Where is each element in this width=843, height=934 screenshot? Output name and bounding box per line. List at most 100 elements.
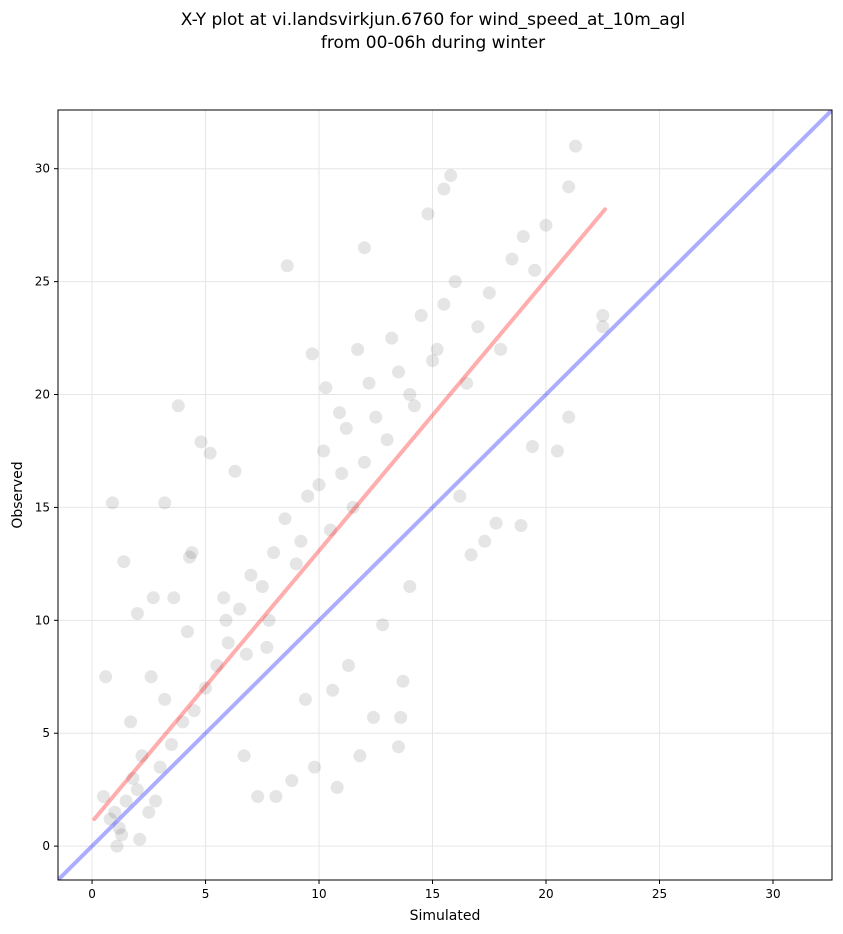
- grid: [58, 110, 832, 880]
- data-point-5: [126, 771, 140, 785]
- data-point-38: [339, 421, 353, 435]
- data-point-29: [278, 512, 292, 526]
- data-point-25: [239, 647, 253, 661]
- data-point-13: [165, 738, 178, 751]
- data-point-72: [106, 496, 119, 510]
- data-point-31: [301, 489, 315, 503]
- data-point-106: [110, 839, 124, 853]
- data-point-40: [369, 410, 383, 424]
- data-point-99: [342, 659, 355, 672]
- data-point-74: [130, 607, 144, 620]
- data-point-71: [171, 399, 185, 413]
- data-point-113: [351, 342, 365, 356]
- data-point-79: [308, 760, 321, 774]
- data-point-101: [394, 710, 408, 724]
- data-point-39: [357, 455, 371, 469]
- data-point-110: [333, 406, 346, 420]
- plot-frame: [57, 109, 833, 881]
- data-point-37: [346, 500, 360, 514]
- data-point-60: [562, 180, 576, 194]
- data-point-42: [380, 433, 394, 447]
- x-tick-label-1: 5: [202, 887, 210, 901]
- data-point-45: [403, 388, 417, 401]
- data-point-86: [489, 516, 503, 530]
- data-point-49: [437, 297, 451, 311]
- data-point-53: [471, 320, 485, 334]
- data-point-91: [453, 489, 467, 503]
- x-tick-label-3: 15: [425, 887, 440, 901]
- x-tick-label-6: 30: [765, 887, 780, 901]
- x-tick-label-5: 25: [652, 887, 667, 901]
- data-point-57: [516, 230, 530, 243]
- data-point-107: [99, 670, 113, 684]
- data-point-30: [289, 557, 303, 571]
- data-point-1: [119, 794, 133, 808]
- data-point-23: [233, 602, 247, 616]
- data-point-35: [317, 444, 331, 458]
- data-point-8: [153, 760, 167, 774]
- x-tick-label-4: 20: [538, 887, 553, 901]
- x-axis-label: Simulated: [410, 908, 481, 924]
- data-point-97: [298, 692, 312, 706]
- data-point-89: [464, 548, 478, 562]
- data-point-50: [430, 342, 444, 356]
- data-point-2: [112, 821, 126, 835]
- chart-subtitle: from 00-06h during winter: [321, 33, 545, 53]
- data-point-26: [255, 580, 269, 593]
- y-tick-label-6: 30: [35, 162, 50, 176]
- data-point-73: [117, 555, 131, 569]
- data-point-70: [280, 259, 294, 273]
- data-point-56: [505, 252, 519, 266]
- data-point-103: [251, 790, 265, 803]
- data-point-90: [478, 534, 492, 548]
- y-tick-label-2: 10: [35, 613, 50, 627]
- y-tick-label-0: 0: [42, 839, 50, 853]
- identity-line: [58, 110, 832, 880]
- data-point-83: [403, 580, 417, 593]
- data-point-88: [525, 440, 539, 453]
- data-point-105: [133, 832, 147, 846]
- data-point-33: [312, 478, 326, 492]
- data-point-108: [167, 591, 181, 605]
- reference-lines: [58, 110, 832, 880]
- data-point-98: [326, 683, 340, 697]
- data-point-78: [260, 640, 274, 654]
- data-point-112: [319, 381, 333, 395]
- data-point-18: [199, 681, 212, 695]
- data-point-84: [376, 618, 390, 632]
- scatter-points: [96, 139, 610, 853]
- data-point-104: [269, 790, 283, 803]
- data-point-102: [219, 613, 233, 627]
- data-point-77: [228, 464, 242, 478]
- data-point-80: [330, 780, 344, 794]
- data-point-54: [482, 286, 496, 300]
- data-point-46: [414, 309, 428, 322]
- data-point-109: [185, 546, 199, 560]
- data-point-4: [103, 812, 117, 826]
- data-point-76: [203, 446, 217, 460]
- data-point-22: [217, 591, 231, 605]
- data-point-55: [494, 342, 508, 356]
- data-point-95: [237, 749, 251, 763]
- data-point-68: [421, 207, 435, 221]
- data-point-47: [407, 399, 421, 413]
- data-point-61: [569, 139, 582, 153]
- data-point-15: [158, 692, 172, 706]
- data-point-111: [305, 347, 319, 361]
- data-point-62: [596, 320, 610, 334]
- data-point-3: [130, 783, 144, 797]
- data-point-11: [124, 715, 138, 729]
- data-point-87: [514, 519, 528, 532]
- data-point-12: [149, 794, 163, 808]
- data-point-7: [115, 828, 129, 842]
- data-point-17: [187, 704, 201, 718]
- data-point-41: [362, 376, 376, 390]
- data-point-81: [353, 749, 367, 763]
- data-point-75: [194, 435, 208, 449]
- data-point-6: [142, 805, 156, 819]
- data-point-32: [294, 534, 308, 548]
- data-point-59: [539, 218, 553, 232]
- data-point-82: [392, 740, 405, 754]
- data-point-96: [285, 774, 299, 788]
- x-tick-label-0: 0: [88, 887, 96, 901]
